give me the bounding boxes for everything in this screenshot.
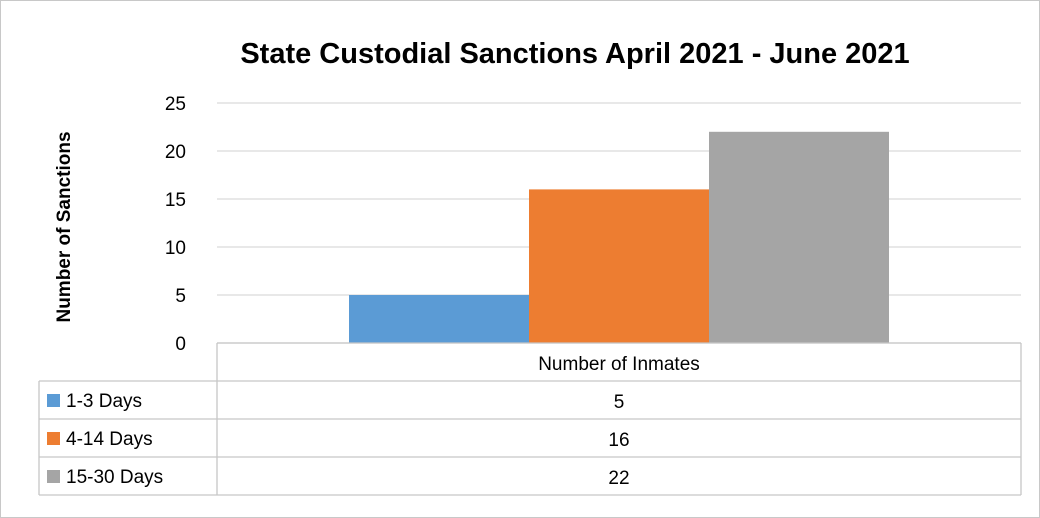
legend-swatch-3 bbox=[47, 470, 60, 483]
y-axis-label: Number of Sanctions bbox=[54, 131, 75, 322]
bar-1 bbox=[349, 295, 529, 343]
legend-label: 15-30 Days bbox=[66, 467, 163, 488]
y-axis-ticks: 0 5 10 15 20 25 bbox=[165, 94, 186, 355]
y-tick-label: 15 bbox=[165, 190, 186, 211]
table-value: 5 bbox=[614, 392, 625, 413]
table-value: 16 bbox=[608, 430, 629, 451]
legend-label: 1-3 Days bbox=[66, 391, 142, 412]
data-table: Number of Inmates 1-3 Days 5 4-14 Days 16 15-… bbox=[38, 342, 1022, 496]
legend-swatch-1 bbox=[47, 394, 60, 407]
legend-swatch-2 bbox=[47, 432, 60, 445]
chart-title: State Custodial Sanctions April 2021 - J… bbox=[240, 38, 909, 70]
y-tick-label: 5 bbox=[175, 286, 186, 307]
bar-2 bbox=[529, 189, 709, 343]
table-value: 22 bbox=[608, 468, 629, 489]
y-tick-label: 25 bbox=[165, 94, 186, 115]
y-tick-label: 20 bbox=[165, 142, 186, 163]
y-tick-label: 10 bbox=[165, 238, 186, 259]
legend-label: 4-14 Days bbox=[66, 429, 153, 450]
y-tick-label: 0 bbox=[175, 334, 186, 355]
x-category-label: Number of Inmates bbox=[538, 354, 700, 375]
bar-3 bbox=[709, 131, 889, 343]
bars bbox=[349, 131, 889, 343]
